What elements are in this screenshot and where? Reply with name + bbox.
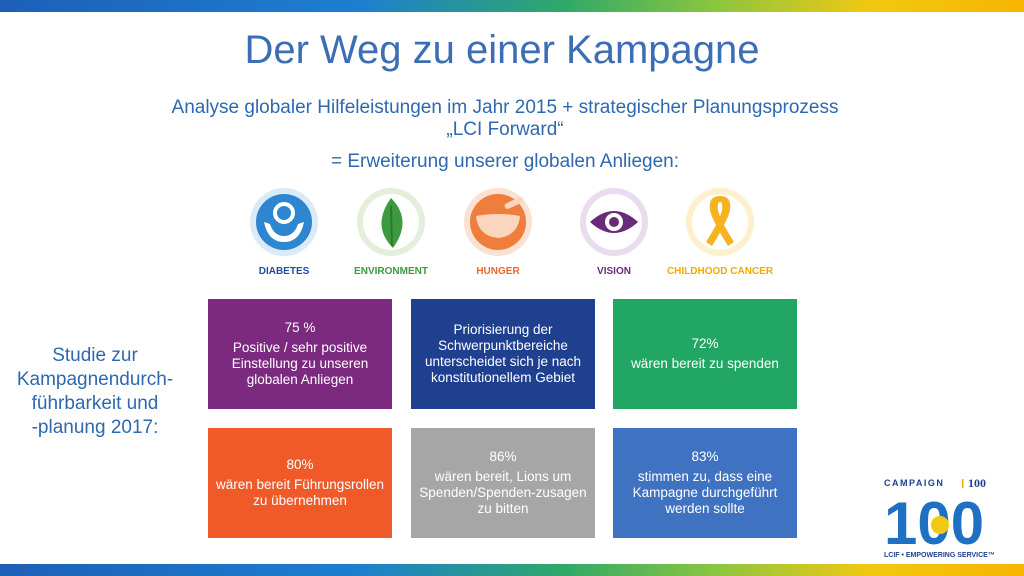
stat-text: wären bereit Führungsrollen zu übernehme…: [215, 477, 385, 508]
campaign-100-logo: CAMPAIGN 100 100 LCIF • EMPOWERING SERVI…: [884, 476, 995, 559]
cause-label-hunger: HUNGER: [476, 266, 520, 277]
stat-box: 80% wären bereit Führungsrollen zu übern…: [208, 428, 392, 538]
logo-tagline: LCIF • EMPOWERING SERVICE™: [884, 552, 995, 559]
stat-percent: 86%: [489, 449, 517, 464]
cause-label-diabetes: DIABETES: [258, 266, 310, 277]
stat-box: 86% wären bereit, Lions um Spenden/Spend…: [411, 428, 595, 538]
leaf-icon: [357, 188, 425, 256]
ribbon-icon: [686, 188, 754, 256]
stat-text: wären bereit, Lions um Spenden/Spenden-z…: [419, 469, 587, 516]
top-color-bar: [0, 0, 1024, 12]
stat-text: stimmen zu, dass eine Kampagne durchgefü…: [632, 469, 778, 516]
study-label-line-4: -planung 2017:: [31, 417, 159, 438]
stat-text: wären bereit zu spenden: [631, 356, 779, 371]
stat-percent: 72%: [691, 336, 719, 351]
logo-number: 100: [968, 476, 986, 490]
stat-box: 83% stimmen zu, dass eine Kampagne durch…: [613, 428, 797, 538]
study-label-line-1: Studie zur: [52, 345, 138, 366]
slide-title: Der Weg zu einer Kampagne: [244, 28, 760, 72]
logo-word: CAMPAIGN: [884, 478, 944, 488]
subtitle-line-1: Analyse globaler Hilfeleistungen im Jahr…: [171, 97, 839, 118]
stat-percent: 75 %: [284, 320, 316, 335]
stat-box: 75 % Positive / sehr positive Einstellun…: [208, 299, 392, 409]
study-label-line-2: Kampagnendurch-: [16, 369, 174, 390]
stat-text: Priorisierung der Schwerpunktbereiche un…: [424, 322, 582, 385]
diabetes-icon: [250, 188, 318, 256]
study-label: Studie zur Kampagnendurch- führbarkeit u…: [0, 344, 190, 440]
page-number: 3: [20, 565, 25, 574]
lions-emblem-icon: [931, 516, 949, 534]
bowl-icon: [464, 188, 532, 256]
study-label-line-3: führbarkeit und: [31, 393, 159, 414]
subtitle-line-3: = Erweiterung unserer globalen Anliegen:: [330, 151, 680, 172]
bottom-color-bar: [0, 564, 1024, 576]
stat-percent: 83%: [691, 449, 719, 464]
cause-label-environment: ENVIRONMENT: [354, 266, 428, 277]
stat-text: Positive / sehr positive Einstellung zu …: [231, 340, 369, 387]
stat-box: Priorisierung der Schwerpunktbereiche un…: [411, 299, 595, 409]
stat-box: 72% wären bereit zu spenden: [613, 299, 797, 409]
cause-label-vision: VISION: [597, 266, 631, 277]
eye-icon: [580, 188, 648, 256]
stat-percent: 80%: [286, 457, 314, 472]
cause-label-childhood-cancer: CHILDHOOD CANCER: [666, 266, 774, 277]
subtitle-line-2: „LCI Forward“: [446, 119, 564, 140]
